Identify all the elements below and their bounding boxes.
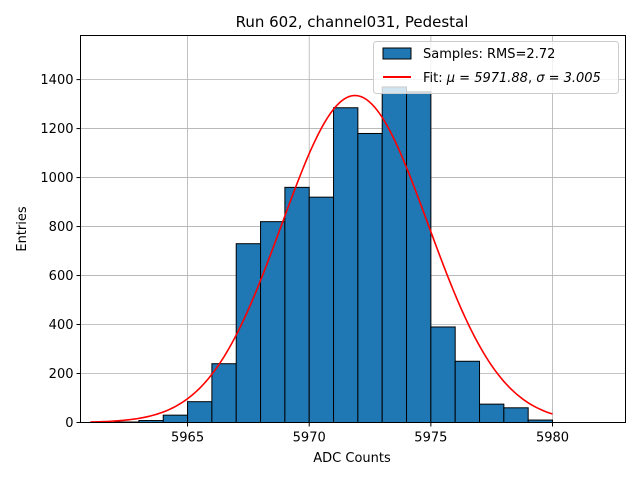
legend-samples-swatch <box>382 47 412 60</box>
y-tick-label: 200 <box>49 367 74 382</box>
histogram-bar <box>333 107 359 424</box>
legend-box <box>373 41 619 94</box>
x-axis-label: ADC Counts <box>313 451 391 466</box>
y-axis-label: Entries <box>15 206 30 252</box>
histogram-bar <box>454 360 481 423</box>
legend-fit-label: Fit: μ = 5971.88, σ = 3.005 <box>423 71 601 86</box>
y-tick-label: 800 <box>49 220 74 235</box>
legend: Samples: RMS=2.72 Fit: μ = 5971.88, σ = … <box>373 41 619 94</box>
histogram-bar <box>235 243 262 423</box>
histogram-bar <box>211 363 237 423</box>
x-tick-label: 5980 <box>536 431 569 446</box>
x-tick-label: 5965 <box>171 431 204 446</box>
x-tick-label: 5975 <box>414 431 447 446</box>
histogram-bar <box>406 91 432 423</box>
fit-curve <box>90 94 553 423</box>
histogram-bar <box>162 414 189 423</box>
y-tick-label: 400 <box>49 318 74 333</box>
histogram-bar <box>430 326 456 423</box>
y-tick-label: 1400 <box>40 73 73 88</box>
histogram-bar <box>381 86 408 423</box>
x-axis-ticks: 5965 5970 5975 5980 <box>171 422 569 446</box>
y-tick-label: 600 <box>49 269 74 284</box>
histogram-bar <box>357 132 383 424</box>
y-tick-label: 1000 <box>40 171 73 186</box>
legend-fit-mu: μ = 5971.88 <box>446 71 528 86</box>
histogram-bar <box>308 196 335 423</box>
histogram-bars <box>114 86 554 424</box>
legend-samples-label: Samples: RMS=2.72 <box>423 47 555 62</box>
histogram-bar <box>260 221 286 423</box>
histogram-bar <box>503 407 529 424</box>
chart-title: Run 602, channel031, Pedestal <box>236 13 469 31</box>
plot-frame <box>80 35 626 423</box>
histogram-bar <box>284 186 310 423</box>
fit-curve-group <box>90 94 553 423</box>
y-tick-label: 1200 <box>40 122 73 137</box>
legend-fit-sigma: σ = 3.005 <box>536 71 601 86</box>
histogram-bar <box>187 401 213 424</box>
legend-fit-prefix: Fit: <box>423 71 447 86</box>
legend-fit-sep: , <box>528 71 536 86</box>
y-tick-label: 0 <box>65 416 73 431</box>
histogram-bar <box>479 403 505 424</box>
y-axis-ticks: 0 200 400 600 800 1000 1200 1400 <box>40 73 81 431</box>
x-tick-label: 5970 <box>293 431 326 446</box>
